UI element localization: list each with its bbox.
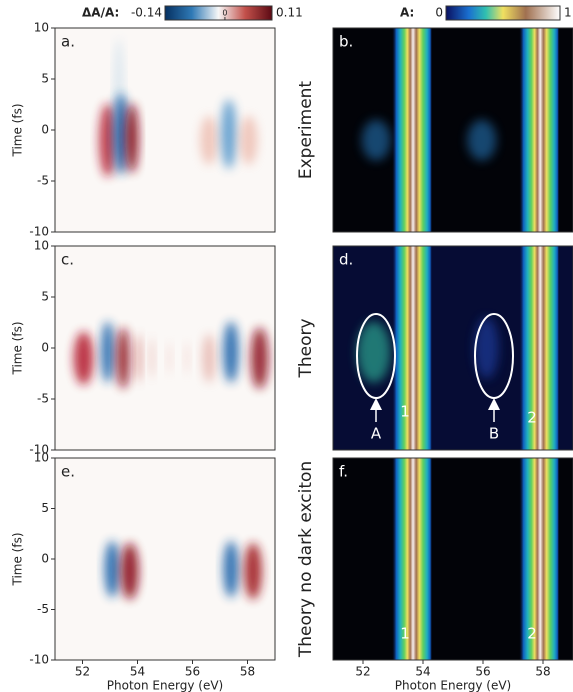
feature (244, 542, 262, 600)
y-axis-label: Time (fs) (11, 532, 25, 586)
y-tick-label: 10 (34, 451, 49, 465)
colorbar (445, 5, 561, 21)
feature (135, 333, 142, 383)
heatmap (55, 246, 275, 450)
x-tick-label: 56 (475, 665, 490, 679)
absorption-line (392, 458, 433, 660)
y-tick-label: 0 (41, 341, 49, 355)
feature (101, 321, 115, 383)
feature (474, 317, 499, 379)
heatmap (55, 458, 275, 660)
feature (166, 341, 173, 375)
heatmap (333, 28, 573, 232)
feature (184, 341, 190, 375)
feature (99, 103, 117, 177)
feature (113, 93, 129, 175)
row-label: Theory (296, 318, 316, 378)
x-tick-label: 58 (535, 665, 550, 679)
y-tick-label: -10 (29, 443, 49, 457)
feature (149, 337, 155, 379)
annotation: A (371, 425, 382, 443)
y-tick-label: 5 (41, 72, 49, 86)
y-tick-label: 0 (41, 552, 49, 566)
feature (361, 119, 391, 161)
colorbar-tick-label: -0.14 (131, 6, 162, 20)
panel-label: a. (61, 33, 75, 51)
y-tick-label: -5 (37, 174, 49, 188)
feature (357, 321, 391, 383)
absorption-line (519, 458, 560, 660)
feature (467, 119, 497, 161)
y-tick-label: 5 (41, 290, 49, 304)
colorbar (164, 5, 273, 21)
annotation: 1 (400, 403, 410, 421)
annotation: 2 (527, 625, 537, 643)
x-tick-label: 56 (185, 665, 200, 679)
x-tick-label: 52 (75, 665, 90, 679)
colorbar-tick-label: 0.11 (276, 6, 303, 20)
heatmap-bg (55, 28, 275, 232)
x-axis-label: Photon Energy (eV) (395, 679, 511, 692)
colorbar-tick-label: 1 (564, 6, 572, 20)
y-tick-label: -5 (37, 602, 49, 616)
y-axis-label: Time (fs) (11, 321, 25, 375)
y-tick-label: 10 (34, 21, 49, 35)
y-tick-label: -10 (29, 225, 49, 239)
panel-label: e. (61, 463, 75, 481)
feature (250, 327, 269, 389)
y-tick-label: 10 (34, 239, 49, 253)
heatmap (333, 246, 573, 450)
annotation: B (489, 425, 499, 443)
heatmap (333, 458, 573, 660)
annotation: 1 (400, 625, 410, 643)
y-tick-label: -10 (29, 653, 49, 667)
feature (223, 540, 239, 598)
absorption-line (519, 246, 560, 450)
absorption-line (392, 246, 433, 450)
feature (121, 542, 139, 600)
panel-label: d. (339, 251, 353, 269)
absorption-line (392, 28, 433, 232)
colorbar-title: A: (400, 6, 414, 20)
row-label: Experiment (296, 81, 316, 180)
annotation: 2 (527, 409, 537, 427)
feature (125, 103, 139, 173)
panel-label: f. (339, 463, 348, 481)
feature (223, 321, 239, 383)
frame (332, 27, 573, 233)
heatmap (55, 28, 275, 232)
feature (73, 331, 94, 385)
x-tick-label: 58 (240, 665, 255, 679)
panel-label: b. (339, 33, 353, 51)
feature (104, 540, 120, 598)
y-tick-label: 0 (41, 123, 49, 137)
heatmap-bg (55, 458, 275, 660)
frame (332, 245, 573, 451)
y-tick-label: -5 (37, 392, 49, 406)
colorbar-title: ΔA/A: (82, 6, 119, 20)
colorbar-tick-label: 0 (222, 9, 227, 18)
panel-label: c. (61, 251, 74, 269)
x-tick-label: 54 (130, 665, 145, 679)
y-axis-label: Time (fs) (11, 103, 25, 157)
x-tick-label: 54 (415, 665, 430, 679)
feature (239, 115, 258, 165)
colorbar-tick-label: 0 (435, 6, 443, 20)
frame (332, 457, 573, 661)
absorption-line (519, 28, 560, 232)
y-tick-label: 5 (41, 501, 49, 515)
feature (200, 115, 218, 165)
feature (221, 99, 237, 169)
x-tick-label: 52 (355, 665, 370, 679)
row-label: Theory no dark exciton (296, 461, 316, 658)
feature (202, 333, 216, 383)
feature (116, 327, 130, 389)
x-axis-label: Photon Energy (eV) (107, 679, 223, 692)
